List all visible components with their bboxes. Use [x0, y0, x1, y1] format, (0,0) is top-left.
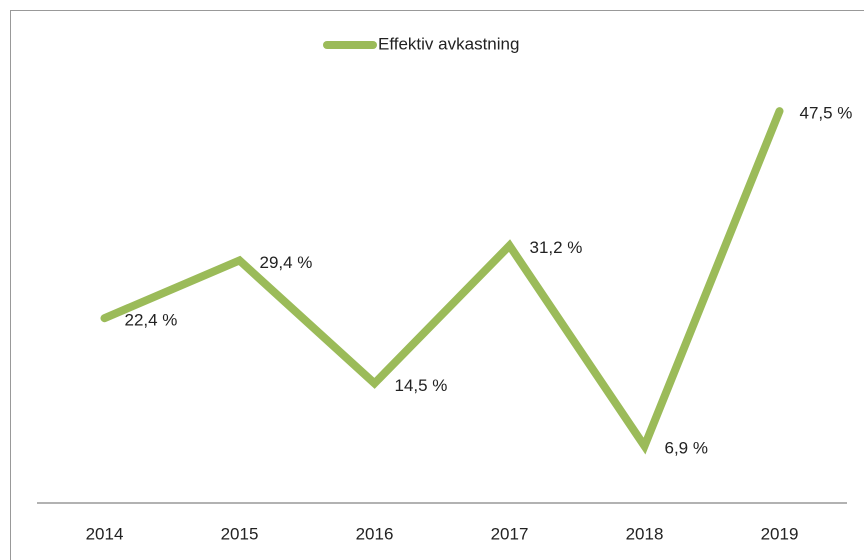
legend-label: Effektiv avkastning	[378, 34, 519, 53]
x-tick-label: 2015	[221, 524, 259, 543]
x-tick-label: 2019	[761, 524, 799, 543]
data-line	[100, 107, 784, 455]
data-label: 22,4 %	[125, 311, 178, 330]
data-label: 47,5 %	[800, 104, 853, 123]
x-tick-label: 2016	[356, 524, 394, 543]
data-label: 29,4 %	[260, 253, 313, 272]
chart-frame	[10, 10, 864, 560]
x-tick-label: 2017	[491, 524, 529, 543]
data-label: 31,2 %	[530, 238, 583, 257]
x-tick-label: 2014	[86, 524, 124, 543]
data-label: 14,5 %	[395, 376, 448, 395]
x-tick-label: 2018	[626, 524, 664, 543]
data-label: 6,9 %	[665, 439, 708, 458]
